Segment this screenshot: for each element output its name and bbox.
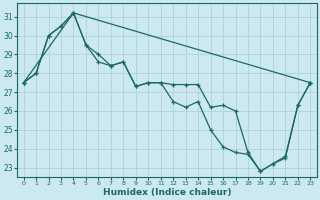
X-axis label: Humidex (Indice chaleur): Humidex (Indice chaleur)	[103, 188, 231, 197]
